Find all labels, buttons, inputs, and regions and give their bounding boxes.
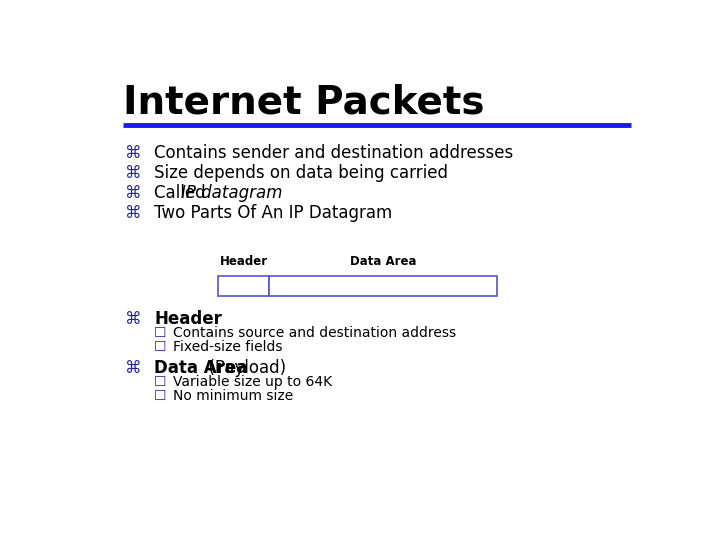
Bar [269, 275, 498, 295]
Text: IP datagram: IP datagram [181, 184, 282, 202]
Text: ☐: ☐ [154, 389, 166, 403]
Text: ⌘: ⌘ [125, 164, 141, 182]
Text: ⌘: ⌘ [125, 144, 141, 162]
Bar [218, 275, 269, 295]
Text: Header: Header [220, 255, 268, 268]
Text: Header: Header [154, 310, 222, 328]
Text: Variable size up to 64K: Variable size up to 64K [173, 375, 332, 389]
Text: Two Parts Of An IP Datagram: Two Parts Of An IP Datagram [154, 204, 392, 222]
Text: Internet Packets: Internet Packets [124, 84, 485, 122]
Text: Data Area: Data Area [350, 255, 416, 268]
Text: Called: Called [154, 184, 211, 202]
Text: Contains sender and destination addresses: Contains sender and destination addresse… [154, 144, 513, 162]
Text: (Payload): (Payload) [199, 359, 287, 377]
Text: ⌘: ⌘ [125, 184, 141, 202]
Text: Contains source and destination address: Contains source and destination address [173, 326, 456, 340]
Text: ☐: ☐ [154, 326, 166, 340]
Text: ⌘: ⌘ [125, 310, 141, 328]
Text: No minimum size: No minimum size [173, 389, 293, 403]
Text: ⌘: ⌘ [125, 359, 141, 377]
Text: ⌘: ⌘ [125, 204, 141, 222]
Text: ☐: ☐ [154, 375, 166, 389]
Text: Data Area: Data Area [154, 359, 248, 377]
Text: Fixed-size fields: Fixed-size fields [173, 340, 282, 354]
Text: Size depends on data being carried: Size depends on data being carried [154, 164, 448, 182]
Text: ☐: ☐ [154, 340, 166, 354]
